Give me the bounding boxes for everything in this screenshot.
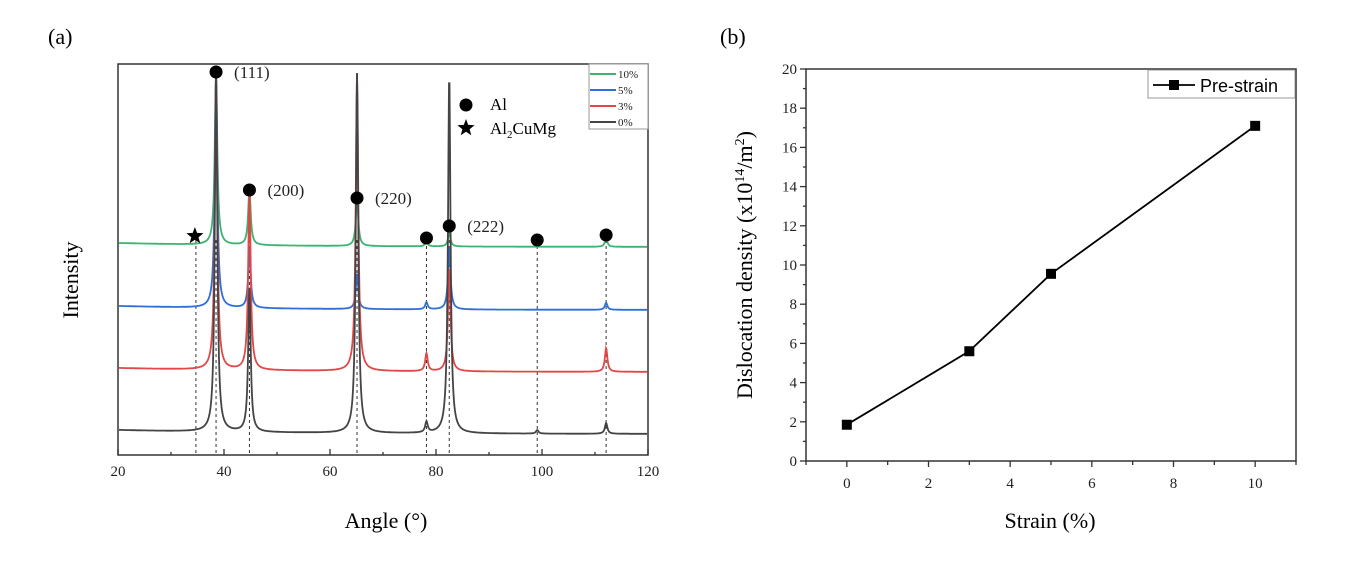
miller-index-label: (200): [267, 181, 304, 200]
y-axis-label-b: Dislocation density (x1014/m2): [732, 131, 757, 399]
phase-legend: Al Al2CuMg: [457, 95, 556, 141]
al-peak-marker-icon: [442, 219, 456, 233]
y-axis-b: 0 2 4 6 8 10 12 14 16 18 20: [782, 62, 806, 470]
data-point-square: [1250, 120, 1261, 131]
y-tick-label: 6: [790, 336, 798, 352]
series-group: [119, 71, 647, 435]
x-tick-label: 0: [843, 476, 851, 492]
x-tick-label: 100: [531, 464, 554, 480]
phase-legend-al2cumg: Al2CuMg: [490, 119, 556, 141]
star-marker-icon: [457, 119, 475, 136]
legend-label: 0%: [618, 117, 633, 129]
al-peak-marker-icon: [599, 228, 613, 242]
y-tick-label: 0: [790, 454, 798, 470]
x-tick-label: 60: [323, 464, 338, 480]
x-tick-label: 80: [429, 464, 444, 480]
y-tick-label: 14: [782, 180, 798, 196]
series-legend: 10% 5% 3% 0%: [588, 63, 649, 130]
al-peak-marker-icon: [242, 183, 256, 197]
x-tick-label: 120: [637, 464, 660, 480]
x-axis-label-a: Angle (°): [345, 508, 428, 533]
legend-label: 5%: [618, 85, 633, 97]
plot-frame-a: [117, 63, 649, 456]
miller-index-label: (222): [467, 217, 504, 236]
x-axis-b: 0 2 4 6 8 10: [805, 461, 1297, 492]
panel-b: (b) 0 2 4 6 8 10 12 14 16 18 20 0 2 4 6 8 10 Strain (%)…: [720, 24, 1297, 533]
y-tick-label: 20: [782, 62, 797, 78]
panel-a: (a) 20 40 60 80 100 120 (111)(200) (220)(222) …: [48, 24, 659, 533]
y-tick-label: 4: [790, 376, 798, 392]
x-tick-label: 10: [1248, 476, 1263, 492]
x-tick-label: 4: [1006, 476, 1014, 492]
x-tick-label: 20: [111, 464, 126, 480]
reference-lines: [195, 240, 607, 455]
panel-a-label: (a): [48, 24, 72, 49]
series-pre-strain: [841, 120, 1261, 430]
x-axis-a: 20 40 60 80 100 120: [111, 449, 660, 480]
data-point-square: [841, 419, 852, 430]
panel-b-label: (b): [720, 24, 746, 49]
series-line: [846, 125, 1256, 426]
y-tick-label: 16: [782, 140, 798, 156]
data-point-square: [1046, 268, 1056, 279]
square-marker-icon: [1169, 80, 1179, 90]
y-axis-label-a: Intensity: [58, 242, 83, 319]
al-peak-marker-icon: [209, 65, 223, 79]
xrd-series-5pct: [119, 71, 647, 311]
peak-annotations: (111) (200) (220) (222): [186, 63, 613, 247]
phase-legend-al: Al: [490, 95, 507, 114]
al-peak-marker-icon: [350, 191, 364, 205]
y-tick-label: 2: [790, 415, 798, 431]
x-tick-label: 8: [1170, 476, 1178, 492]
x-tick-label: 6: [1088, 476, 1096, 492]
plot-frame-b: [805, 68, 1297, 462]
al2cumg-star-marker-icon: [186, 227, 204, 244]
miller-index-label: (220): [375, 189, 412, 208]
circle-marker-icon: [459, 98, 473, 112]
legend-label: 10%: [618, 69, 638, 81]
legend-label-pre-strain: Pre-strain: [1200, 76, 1278, 96]
al-peak-marker-icon: [419, 231, 433, 245]
xrd-series-3pct: [119, 71, 647, 373]
al-peak-marker-icon: [530, 233, 544, 247]
legend-label: 3%: [618, 101, 633, 113]
miller-index-label: (111): [234, 63, 270, 82]
y-tick-label: 10: [782, 258, 797, 274]
data-point-square: [964, 346, 975, 357]
y-tick-label: 8: [790, 297, 798, 313]
x-tick-label: 2: [925, 476, 933, 492]
legend-b: Pre-strain: [1147, 69, 1296, 99]
y-tick-label: 18: [782, 101, 797, 117]
xrd-series-10pct: [119, 71, 647, 248]
x-axis-label-b: Strain (%): [1004, 508, 1095, 533]
xrd-series-0pct: [119, 71, 647, 435]
x-tick-label: 40: [217, 464, 232, 480]
y-tick-label: 12: [782, 219, 797, 235]
